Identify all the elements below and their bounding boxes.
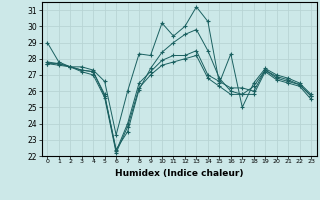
X-axis label: Humidex (Indice chaleur): Humidex (Indice chaleur) bbox=[115, 169, 244, 178]
